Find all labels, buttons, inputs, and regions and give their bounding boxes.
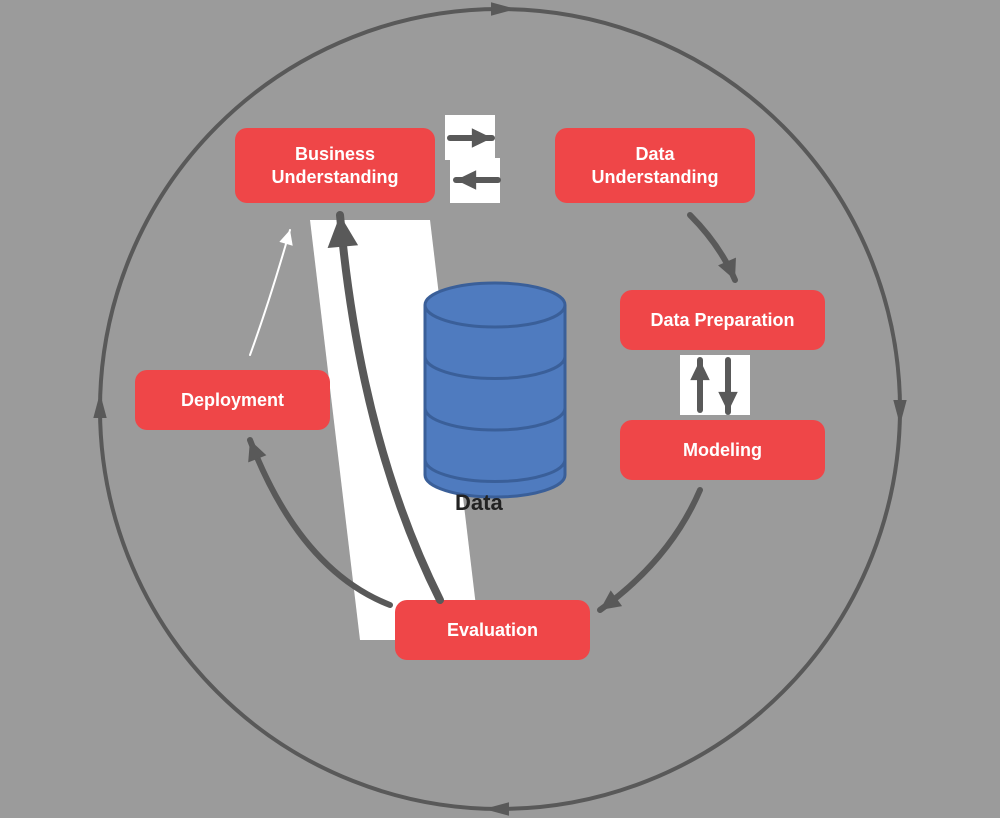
node-evaluation: Evaluation — [395, 600, 590, 660]
node-dataund: Data Understanding — [555, 128, 755, 203]
node-label: Deployment — [181, 389, 284, 412]
node-business: Business Understanding — [235, 128, 435, 203]
node-deployment: Deployment — [135, 370, 330, 430]
node-label: Data Understanding — [591, 143, 718, 188]
node-label: Business Understanding — [271, 143, 398, 188]
node-label: Data Preparation — [650, 309, 794, 332]
data-label: Data — [455, 490, 503, 516]
node-label: Modeling — [683, 439, 762, 462]
node-modeling: Modeling — [620, 420, 825, 480]
node-label: Evaluation — [447, 619, 538, 642]
crisp-dm-diagram: Business Understanding Data Understanding… — [0, 0, 1000, 818]
node-dataprep: Data Preparation — [620, 290, 825, 350]
